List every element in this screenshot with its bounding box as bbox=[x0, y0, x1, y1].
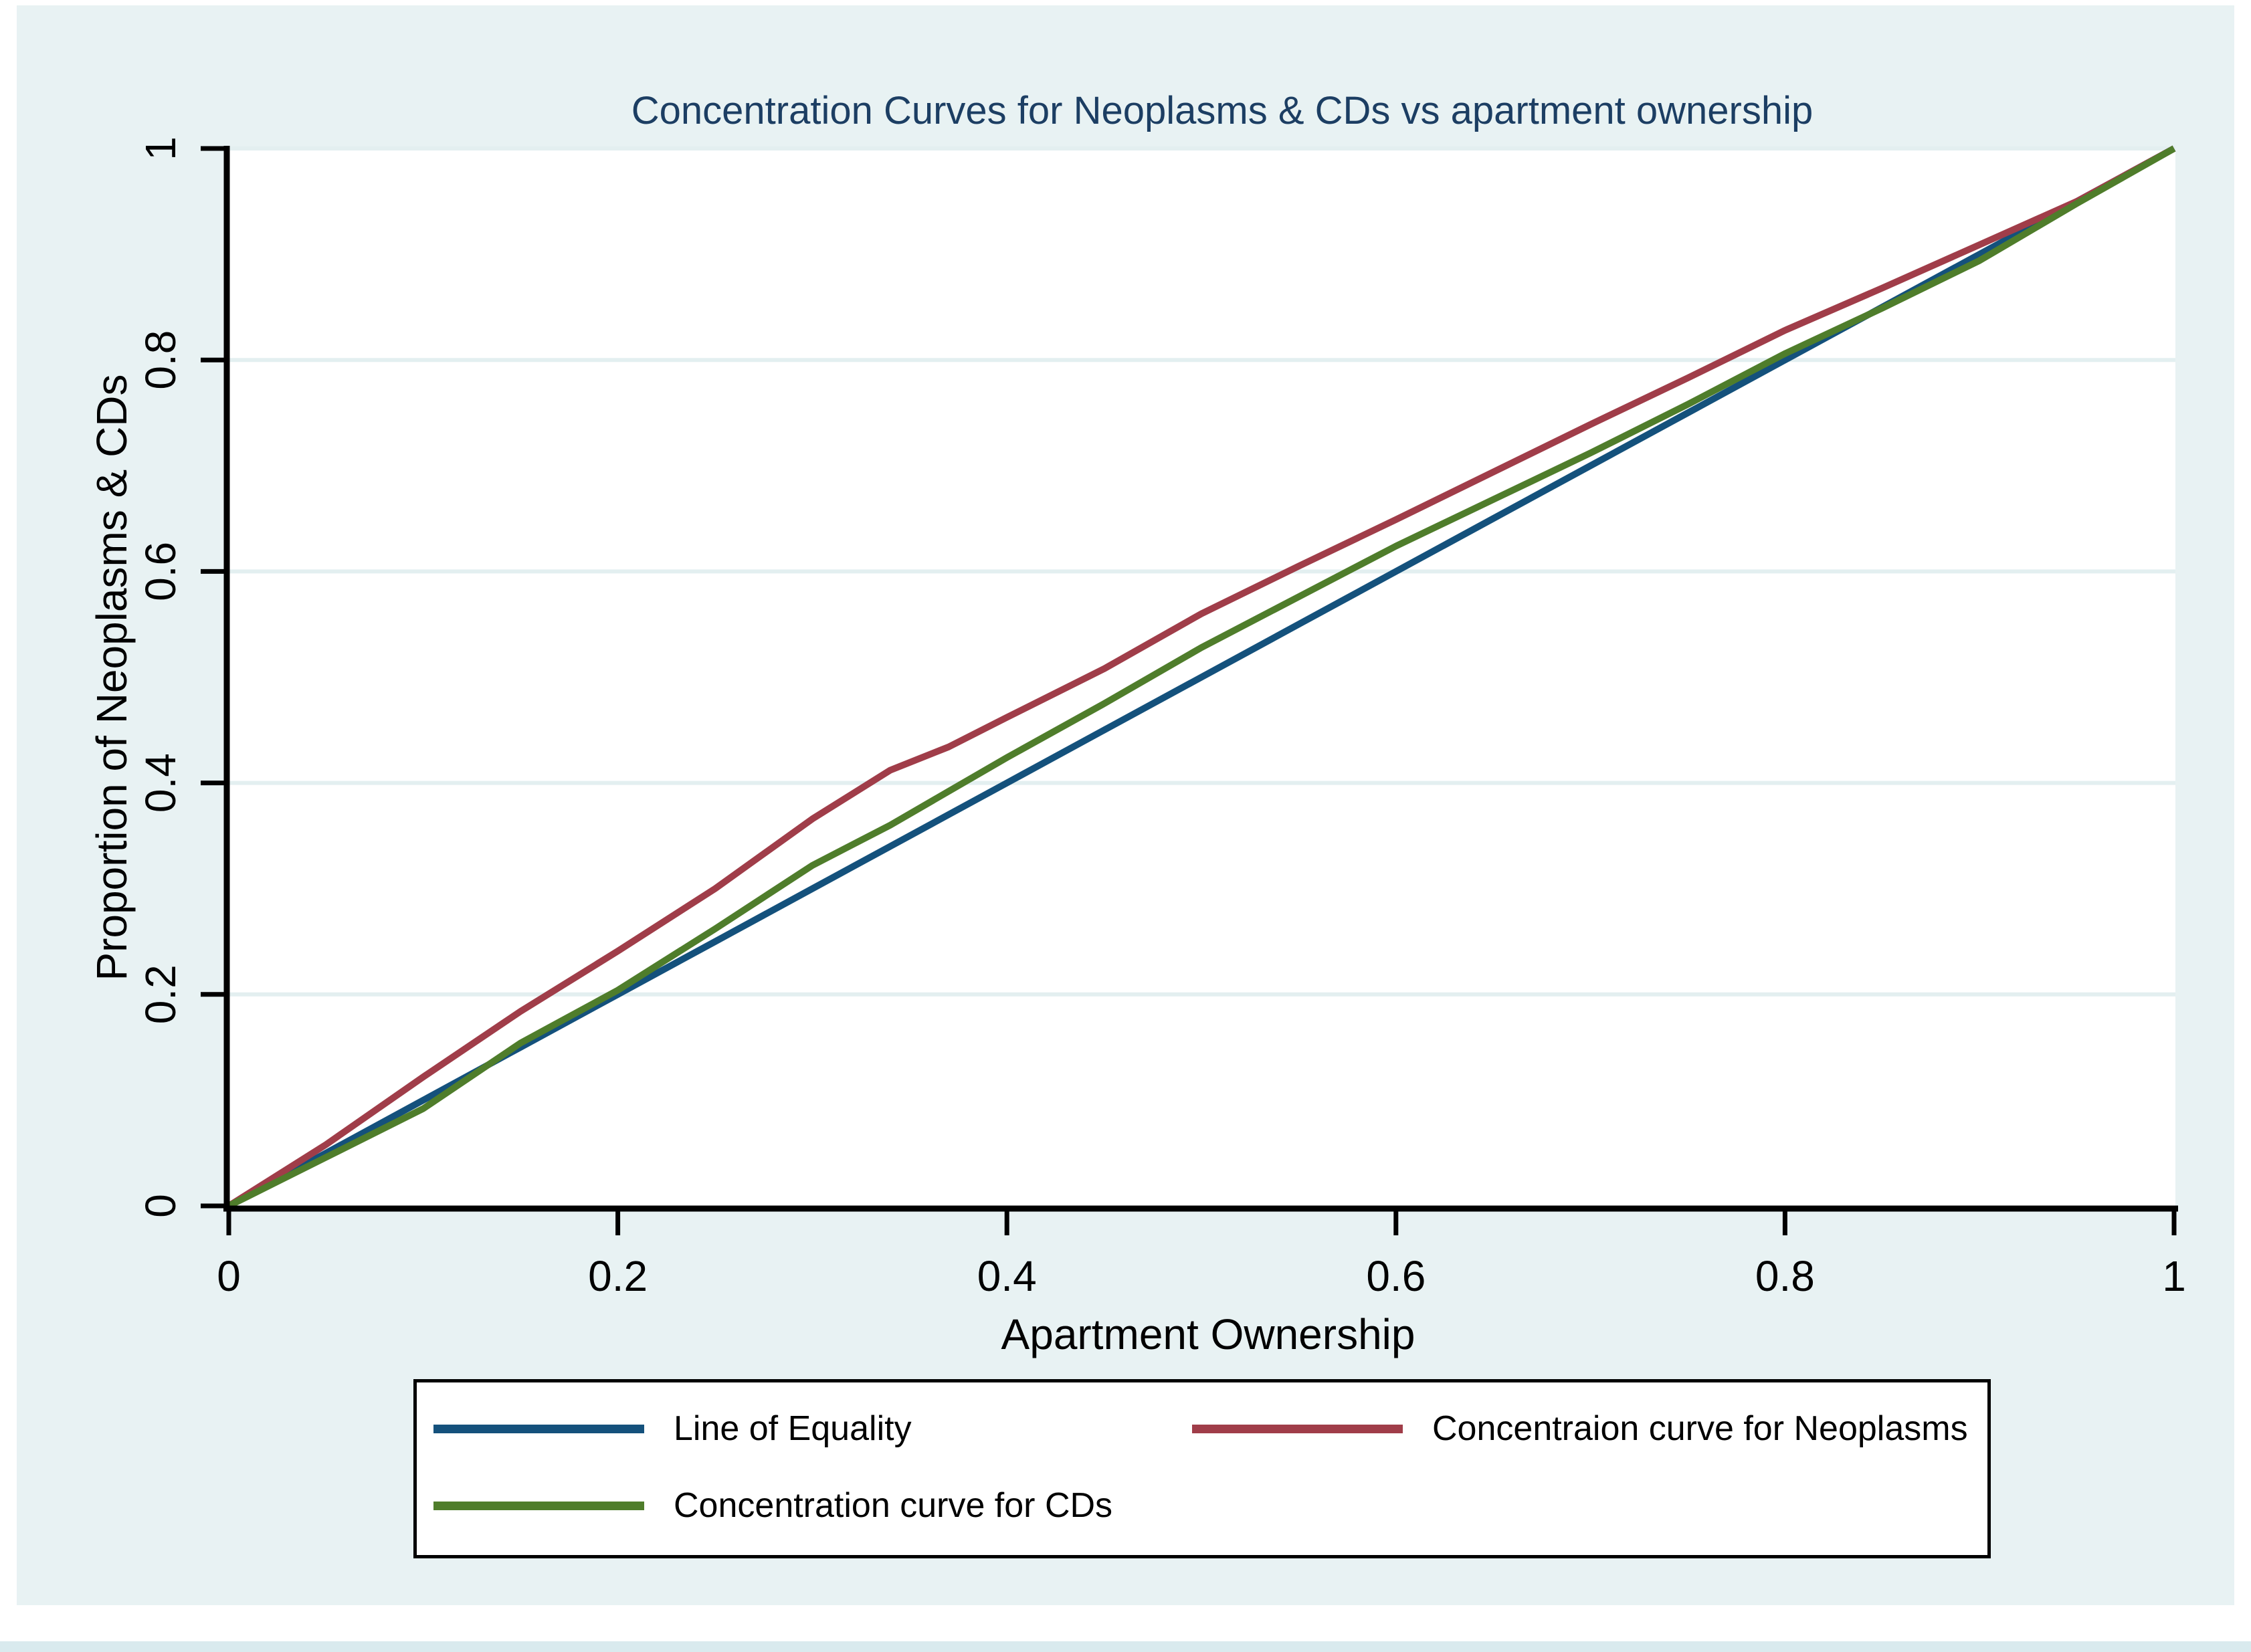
bottom-edge-strip bbox=[0, 1641, 2251, 1652]
y-tick-label: 0.6 bbox=[136, 542, 185, 601]
legend bbox=[413, 1379, 1991, 1558]
legend-item-neoplasms-curve: Concentraion curve for Neoplasms bbox=[1192, 1405, 1968, 1453]
y-tick-label: 0.2 bbox=[136, 964, 185, 1024]
curve-concentration-curve-for-cds bbox=[227, 145, 2176, 1209]
legend-swatch-line-of-equality bbox=[433, 1424, 644, 1433]
x-tick-label: 1 bbox=[2162, 1252, 2186, 1300]
x-tick-label: 0.6 bbox=[1366, 1252, 1426, 1300]
legend-item-cds-curve: Concentration curve for CDs bbox=[433, 1481, 1112, 1530]
y-tick-label: 1 bbox=[136, 136, 185, 161]
y-axis-title: Proportion of Neoplasms & CDs bbox=[88, 374, 136, 981]
chart-title: Concentration Curves for Neoplasms & CDs… bbox=[631, 89, 1814, 132]
legend-item-line-of-equality: Line of Equality bbox=[433, 1405, 912, 1453]
x-tick-label: 0.8 bbox=[1755, 1252, 1815, 1300]
curve-concentraion-curve-for-neoplasms bbox=[227, 145, 2176, 1209]
legend-label: Concentraion curve for Neoplasms bbox=[1432, 1409, 1968, 1448]
y-tick-label: 0.4 bbox=[136, 753, 185, 813]
legend-swatch-neoplasms-curve bbox=[1192, 1424, 1403, 1433]
legend-swatch-cds-curve bbox=[433, 1501, 644, 1510]
x-tick-label: 0.4 bbox=[977, 1252, 1037, 1300]
legend-label: Line of Equality bbox=[674, 1409, 912, 1448]
x-tick-label: 0 bbox=[217, 1252, 241, 1300]
x-axis-title: Apartment Ownership bbox=[1001, 1310, 1415, 1358]
x-tick-label: 0.2 bbox=[588, 1252, 648, 1300]
legend-label: Concentration curve for CDs bbox=[674, 1486, 1113, 1525]
y-tick-label: 0.8 bbox=[136, 330, 185, 390]
y-tick-label: 0 bbox=[136, 1194, 185, 1218]
